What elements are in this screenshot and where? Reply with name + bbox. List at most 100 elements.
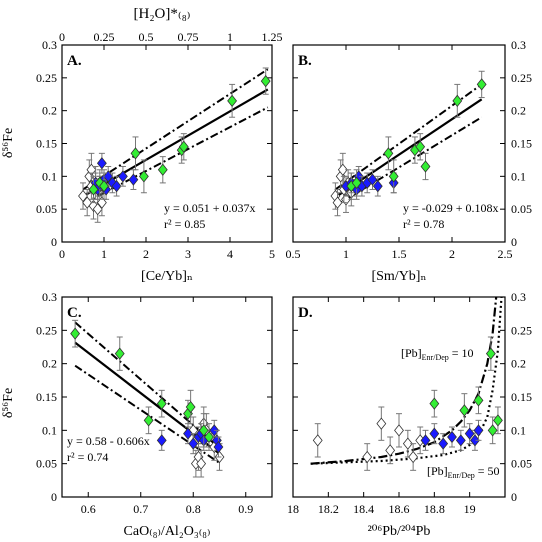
x-tick-label: 2 xyxy=(449,247,455,261)
y-tick-label: 0.05 xyxy=(511,202,532,216)
r-squared: r² = 0.74 xyxy=(67,450,108,464)
data-point-open-diamond xyxy=(341,193,351,206)
data-point-filled-diamond xyxy=(420,434,431,447)
data-point-filled-diamond xyxy=(188,437,199,450)
data-point-filled-diamond xyxy=(111,180,122,193)
top-axis-tick-label: 0.25 xyxy=(94,30,115,44)
data-point-filled-diamond xyxy=(438,437,449,450)
data-point-filled-diamond xyxy=(372,180,383,193)
data-point-open-diamond xyxy=(196,457,207,470)
data-point-filled-diamond xyxy=(429,397,440,410)
data-point-filled-diamond xyxy=(204,430,214,444)
y-tick-label: 0.1 xyxy=(42,423,57,437)
data-point-filled-diamond xyxy=(138,170,149,183)
y-tick-label: 0.05 xyxy=(36,202,57,216)
regression-equation: y = -0.029 + 0.108x xyxy=(403,201,499,215)
mixing-label-subscript: Enr/Dep xyxy=(422,353,449,362)
data-point-filled-diamond xyxy=(130,147,141,160)
top-axis-tick-label: 1.25 xyxy=(262,30,283,44)
regression-equation: y = 0.58 - 0.606x xyxy=(67,434,150,448)
data-point-filled-diamond xyxy=(388,170,399,183)
y-tick-label: 0.15 xyxy=(511,390,532,404)
y-tick-label: 0.15 xyxy=(36,137,57,151)
data-point-filled-diamond xyxy=(455,434,466,447)
data-point-open-diamond xyxy=(312,434,323,447)
figure-title: [H₂O]*₍₈₎ xyxy=(134,6,191,22)
data-point-open-diamond xyxy=(337,163,348,176)
top-axis-tick-label: 1 xyxy=(227,30,233,44)
mixing-label-subscript: Enr/Dep xyxy=(448,471,475,480)
data-point-filled-diamond xyxy=(485,347,496,360)
data-point-filled-diamond xyxy=(415,140,426,153)
x-tick-label: 1 xyxy=(101,247,107,261)
data-point-filled-diamond xyxy=(157,163,168,176)
y-tick-label: 0 xyxy=(51,235,57,249)
y-tick-label: 0.25 xyxy=(36,323,57,337)
data-point-open-diamond xyxy=(394,424,404,437)
y-tick-label: 0.15 xyxy=(511,137,532,151)
data-point-open-diamond xyxy=(408,450,419,464)
panel-label: D. xyxy=(298,305,313,321)
data-point-filled-diamond xyxy=(70,327,81,340)
y-tick-label: 0.25 xyxy=(511,323,532,337)
x-axis-label: [Sm/Yb]ₙ xyxy=(371,269,426,284)
mixing-curve xyxy=(310,297,503,465)
data-point-filled-diamond xyxy=(114,347,125,360)
y-tick-label: 0.15 xyxy=(36,390,57,404)
data-point-filled-diamond xyxy=(420,160,431,173)
y-tick-label: 0.05 xyxy=(36,457,57,471)
data-point-filled-diamond xyxy=(473,424,484,437)
y-axis-label-bottom: δ⁵⁶Fe xyxy=(1,388,16,418)
data-point-filled-diamond xyxy=(470,434,480,447)
plot-frame xyxy=(61,296,273,498)
mixing-label-value: = 10 xyxy=(449,346,474,360)
data-point-open-diamond xyxy=(376,417,387,430)
panel-label: A. xyxy=(67,53,82,69)
y-tick-label: 0.3 xyxy=(42,290,57,304)
confidence-band-upper xyxy=(82,68,269,191)
mixing-label-value: = 50 xyxy=(475,464,500,478)
y-tick-label: 0.25 xyxy=(36,71,57,85)
top-axis-tick-label: 0.75 xyxy=(178,30,199,44)
panel-d: 18 18.2 18.4 18.6 18.8 19 0 0.05 0.1 0.15 0.2 0.25 0… xyxy=(287,290,532,539)
data-point-filled-diamond xyxy=(198,424,209,437)
x-tick-label: 0.9 xyxy=(238,502,253,516)
data-point-filled-diamond xyxy=(156,397,167,410)
data-point-filled-diamond xyxy=(213,440,224,454)
plot-content xyxy=(330,70,487,217)
confidence-band-upper xyxy=(74,321,222,450)
y-tick-label: 0.3 xyxy=(42,38,57,52)
x-tick-label: 0.5 xyxy=(286,247,301,261)
data-point-filled-diamond xyxy=(183,427,193,440)
data-point-filled-diamond xyxy=(487,424,498,437)
mixing-curve xyxy=(310,297,498,465)
x-tick-label: 1 xyxy=(343,247,349,261)
x-tick-label: 0.7 xyxy=(133,502,148,516)
r-squared: r² = 0.85 xyxy=(164,217,205,231)
x-tick-label: 0.6 xyxy=(81,502,96,516)
y-tick-label: 0.1 xyxy=(511,169,526,183)
r-squared: r² = 0.78 xyxy=(403,217,444,231)
x-tick-label: 19 xyxy=(464,502,476,516)
y-tick-label: 0.2 xyxy=(511,357,526,371)
data-point-filled-diamond xyxy=(107,176,118,190)
x-tick-label: 2.5 xyxy=(498,247,513,261)
y-tick-label: 0.3 xyxy=(511,38,526,52)
plot-content xyxy=(310,297,503,471)
x-tick-label: 18.6 xyxy=(389,502,410,516)
data-point-filled-diamond xyxy=(117,170,128,183)
y-tick-label: 0.3 xyxy=(511,290,526,304)
data-point-filled-diamond xyxy=(459,404,470,417)
data-point-filled-diamond xyxy=(156,434,167,447)
data-point-open-diamond xyxy=(78,189,88,203)
y-tick-label: 0 xyxy=(511,235,517,249)
data-point-open-diamond xyxy=(92,203,103,216)
x-tick-label: 4 xyxy=(227,247,233,261)
y-tick-label: 0.2 xyxy=(42,104,57,118)
data-point-filled-diamond xyxy=(99,180,109,193)
y-tick-label: 0 xyxy=(511,490,517,504)
y-tick-label: 0.1 xyxy=(42,169,57,183)
plot-frame xyxy=(292,296,506,498)
data-point-filled-diamond xyxy=(429,427,440,440)
